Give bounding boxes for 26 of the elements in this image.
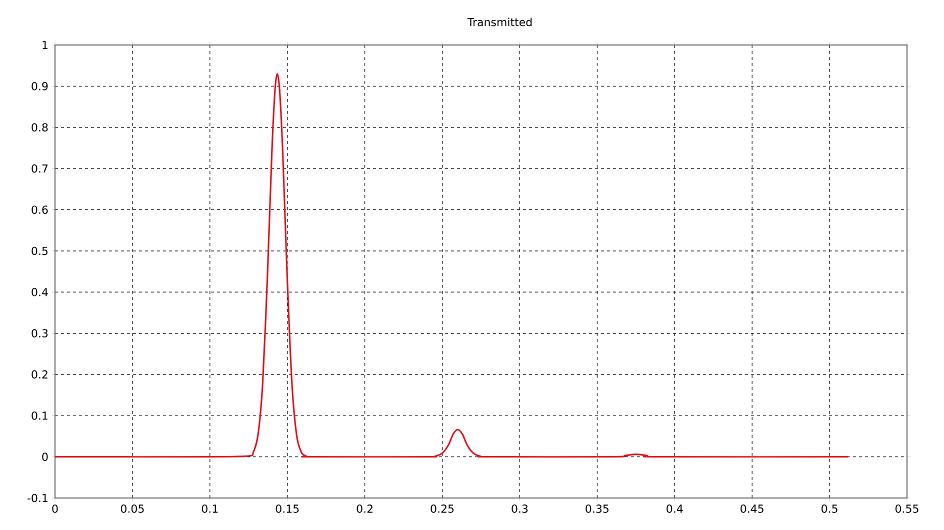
x-tick-label: 0.35: [586, 504, 608, 513]
y-tick-label: 0.5: [32, 246, 48, 256]
y-tick-label: 0: [42, 452, 48, 461]
y-tick-label: 1: [42, 40, 48, 50]
x-tick-label: 0.55: [895, 504, 918, 513]
y-tick-label: 0.7: [32, 164, 48, 173]
y-tick-label: 0.4: [32, 288, 48, 296]
line-series: [55, 73, 849, 458]
y-tick-label: 0.9: [32, 82, 48, 90]
x-tick-label: 0.2: [356, 504, 372, 513]
y-tick-label: 0.1: [32, 411, 48, 420]
y-tick-label: -0.1: [28, 494, 48, 502]
x-tick-label: 0.5: [822, 504, 838, 513]
chart-title: Transmitted: [467, 18, 532, 26]
x-tick-label: 0: [52, 504, 58, 513]
x-tick-label: 0.15: [276, 504, 299, 513]
x-tick-label: 0.45: [740, 504, 764, 513]
y-tick-label: 0.8: [32, 123, 48, 132]
x-tick-label: 0.3: [512, 504, 528, 513]
y-tick-label: 0.6: [32, 206, 48, 214]
x-tick-label: 0.05: [120, 504, 144, 513]
x-tick-label: 0.4: [666, 504, 683, 513]
y-tick-label: 0.2: [32, 370, 48, 379]
x-tick-label: 0.25: [430, 504, 454, 513]
y-tick-label: 0.3: [32, 329, 48, 338]
x-tick-label: 0.1: [202, 504, 218, 513]
